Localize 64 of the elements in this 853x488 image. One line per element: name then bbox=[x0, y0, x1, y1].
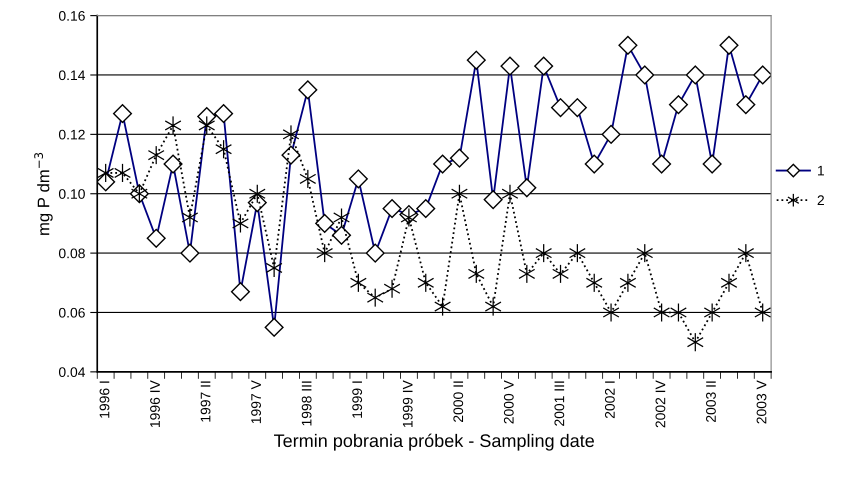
point bbox=[451, 184, 468, 204]
point bbox=[653, 302, 670, 322]
point bbox=[552, 264, 569, 284]
y-tick-label: 0.10 bbox=[58, 189, 85, 199]
x-tick-label: 2002 I bbox=[604, 381, 615, 418]
point bbox=[619, 273, 636, 292]
point bbox=[502, 184, 518, 204]
point bbox=[181, 208, 198, 228]
point bbox=[299, 169, 316, 189]
point bbox=[248, 184, 266, 204]
x-tick-label: 2002 IV bbox=[656, 380, 666, 428]
point bbox=[215, 140, 232, 159]
point bbox=[704, 302, 721, 322]
point bbox=[586, 273, 603, 292]
x-tick-label: 1998 III bbox=[302, 381, 312, 426]
point bbox=[266, 258, 283, 278]
y-tick-label: 0.14 bbox=[58, 70, 86, 80]
x-tick-label: 1996 IV bbox=[150, 380, 160, 428]
point bbox=[636, 243, 654, 263]
point bbox=[333, 208, 350, 228]
point bbox=[720, 273, 738, 292]
y-tick-label: 0.06 bbox=[58, 308, 85, 318]
point bbox=[198, 116, 216, 136]
point bbox=[754, 302, 772, 322]
point bbox=[316, 243, 334, 263]
point bbox=[350, 273, 367, 292]
point bbox=[417, 273, 434, 292]
point bbox=[400, 208, 418, 228]
point bbox=[164, 116, 182, 136]
point bbox=[602, 302, 620, 322]
y-tick-label: 0.16 bbox=[58, 10, 85, 21]
x-tick-label: 2000 V bbox=[504, 380, 514, 424]
x-tick-label: 1999 I bbox=[352, 381, 362, 418]
point bbox=[518, 264, 536, 284]
x-tick-label: 1999 IV bbox=[402, 380, 413, 428]
point bbox=[670, 302, 687, 322]
point bbox=[232, 214, 249, 234]
legend-label: 2 bbox=[818, 195, 824, 206]
x-tick-label: 2000 II bbox=[453, 381, 464, 422]
x-axis-title: Termin pobrania próbek - Sampling date bbox=[274, 434, 594, 451]
x-tick-label: 1996 I bbox=[100, 381, 110, 418]
point bbox=[468, 264, 485, 284]
point bbox=[484, 296, 502, 316]
point bbox=[535, 243, 552, 263]
y-axis-title: mg P dm$^{−3}$ bbox=[34, 152, 53, 235]
point bbox=[148, 145, 165, 165]
point bbox=[384, 279, 401, 298]
point bbox=[97, 163, 114, 183]
legend-label: 1 bbox=[818, 166, 824, 176]
point bbox=[282, 124, 300, 144]
point bbox=[737, 243, 754, 263]
point bbox=[434, 296, 452, 316]
x-tick-label: 1997 V bbox=[251, 380, 262, 424]
point bbox=[366, 288, 384, 308]
point bbox=[114, 163, 131, 183]
y-tick-label: 0.04 bbox=[58, 367, 86, 378]
point bbox=[686, 332, 704, 352]
x-tick-label: 2001 III bbox=[554, 381, 564, 426]
x-tick-label: 2003 II bbox=[706, 381, 716, 422]
x-tick-label: 2003 V bbox=[756, 380, 766, 424]
y-tick-label: 0.12 bbox=[58, 130, 85, 140]
x-tick-label: 1997 II bbox=[200, 381, 210, 422]
y-tick-label: 0.08 bbox=[58, 248, 85, 258]
point bbox=[568, 243, 586, 263]
